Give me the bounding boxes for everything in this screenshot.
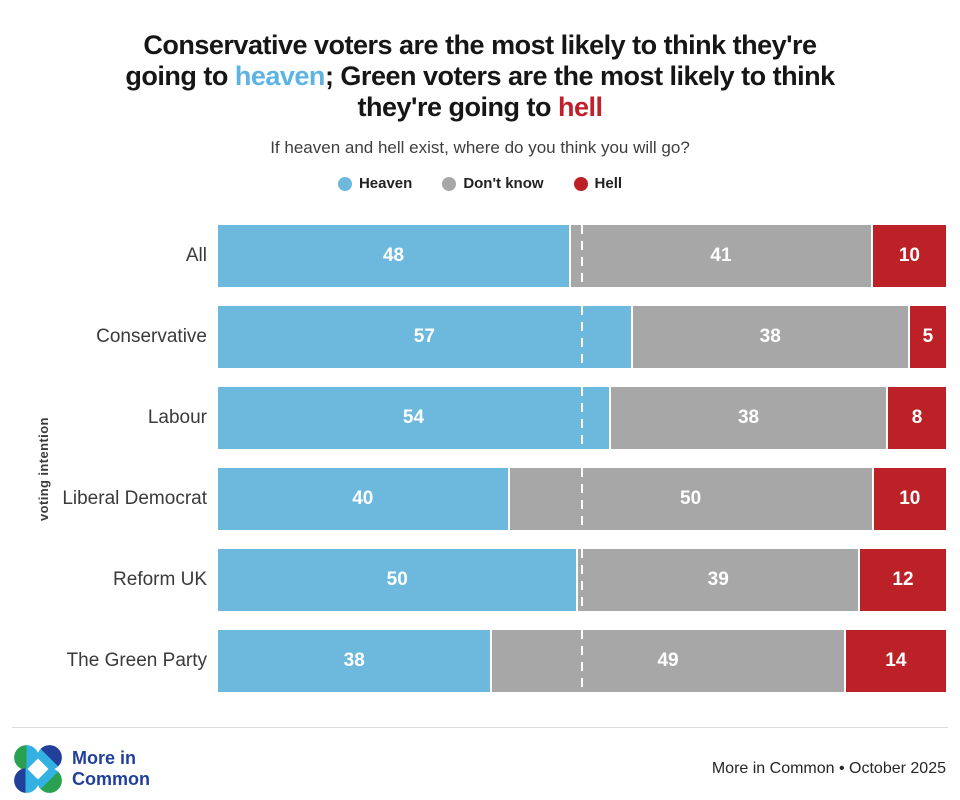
bar-segment-don-t-know: 49 bbox=[492, 630, 844, 692]
bar-segment-heaven: 38 bbox=[218, 630, 491, 692]
chart-row-labour: Labour 54 38 8 bbox=[0, 387, 946, 449]
legend-item-heaven: Heaven bbox=[337, 175, 413, 192]
brand-wordmark: More in Common bbox=[72, 748, 150, 790]
bar-value-label: 10 bbox=[899, 488, 921, 509]
brand: More in Common bbox=[14, 744, 150, 794]
y-axis-label: voting intention bbox=[36, 416, 51, 521]
subtitle: If heaven and hell exist, where do you t… bbox=[270, 138, 690, 157]
bar-segment-heaven: 40 bbox=[218, 468, 508, 530]
bar-segment-don-t-know: 41 bbox=[571, 225, 871, 287]
bar-value-label: 50 bbox=[680, 488, 702, 509]
bar-segment-don-t-know: 50 bbox=[509, 468, 872, 530]
headline-line-1: Conservative voters are the most likely … bbox=[0, 30, 960, 61]
bar-segment-heaven: 54 bbox=[218, 387, 609, 449]
headline-text: going to bbox=[125, 61, 235, 91]
bar-track-all: 48 41 10 bbox=[218, 225, 946, 287]
footer-credit: More in Common • October 2025 bbox=[711, 760, 946, 777]
row-label: Conservative bbox=[96, 326, 207, 347]
bar-segment-hell: 14 bbox=[845, 630, 946, 692]
footer: More in Common More in Common • October … bbox=[12, 727, 948, 800]
bar-value-label: 57 bbox=[413, 326, 435, 347]
chart-row-liberal-democrat: Liberal Democrat 40 50 10 bbox=[0, 468, 946, 530]
reference-line-50pct bbox=[581, 225, 583, 287]
bar-track-conservative: 57 38 5 bbox=[218, 306, 947, 368]
headline-text: ; Green voters are the most likely to th… bbox=[324, 61, 835, 91]
bar-value-label: 5 bbox=[922, 326, 934, 347]
bar-track-labour: 54 38 8 bbox=[218, 387, 946, 449]
bar-track-the-green-party: 38 49 14 bbox=[218, 630, 946, 692]
brand-line-1: More in bbox=[72, 748, 137, 768]
bar-segment-don-t-know: 38 bbox=[610, 387, 887, 449]
row-label: Liberal Democrat bbox=[62, 488, 207, 509]
bar-segment-hell: 8 bbox=[888, 387, 946, 449]
bar-value-label: 54 bbox=[402, 407, 425, 428]
legend-dot-icon bbox=[337, 176, 352, 191]
legend-dot-icon bbox=[442, 176, 457, 191]
legend-item-hell: Hell bbox=[573, 175, 623, 192]
row-label: Labour bbox=[147, 407, 207, 428]
row-label: Reform UK bbox=[113, 569, 207, 590]
legend-label: Don't know bbox=[463, 175, 544, 192]
legend-label: Heaven bbox=[358, 175, 413, 192]
bar-segment-heaven: 50 bbox=[218, 549, 577, 611]
chart-row-conservative: Conservative 57 38 5 bbox=[0, 306, 947, 368]
brand-line-2: Common bbox=[72, 769, 150, 789]
bar-segment-don-t-know: 38 bbox=[632, 306, 908, 368]
bar-track-reform-uk: 50 39 12 bbox=[218, 549, 946, 611]
legend-label: Hell bbox=[594, 175, 623, 192]
chart-row-all: All 48 41 10 bbox=[0, 225, 946, 287]
bar-value-label: 12 bbox=[892, 569, 914, 590]
bar-value-label: 38 bbox=[737, 407, 760, 428]
bar-segment-don-t-know: 39 bbox=[578, 549, 858, 611]
headline-text: heaven bbox=[234, 61, 326, 91]
bar-value-label: 39 bbox=[707, 569, 729, 590]
bar-segment-heaven: 57 bbox=[218, 306, 631, 368]
bar-value-label: 8 bbox=[911, 407, 923, 428]
reference-line-50pct bbox=[581, 306, 583, 368]
headline-text: hell bbox=[557, 92, 603, 122]
more-in-common-logo-icon bbox=[14, 745, 62, 793]
bar-value-label: 40 bbox=[352, 488, 374, 509]
bar-value-label: 41 bbox=[710, 245, 732, 266]
row-label: The Green Party bbox=[66, 650, 207, 671]
chart-row-reform-uk: Reform UK 50 39 12 bbox=[0, 549, 946, 611]
stacked-bar-chart: All 48 41 10 Conservative 57 38 5 Labour 54 38 8 Lib… bbox=[0, 225, 960, 692]
reference-line-50pct bbox=[581, 549, 583, 611]
bar-segment-hell: 12 bbox=[859, 549, 946, 611]
chart-area: voting intention All 48 41 10 Conservative 57… bbox=[0, 225, 960, 692]
bar-value-label: 48 bbox=[382, 245, 405, 266]
reference-line-50pct bbox=[581, 630, 583, 692]
legend-dot-icon bbox=[573, 176, 588, 191]
bar-value-label: 38 bbox=[759, 326, 781, 347]
bar-track-liberal-democrat: 40 50 10 bbox=[218, 468, 946, 530]
bar-value-label: 49 bbox=[657, 650, 679, 671]
bar-segment-hell: 5 bbox=[909, 306, 947, 368]
bar-segment-heaven: 48 bbox=[218, 225, 570, 287]
bar-value-label: 38 bbox=[343, 650, 365, 671]
bar-value-label: 50 bbox=[386, 569, 408, 590]
headline-text: they're going to bbox=[357, 92, 558, 122]
bar-value-label: 10 bbox=[898, 245, 920, 266]
bar-segment-hell: 10 bbox=[873, 468, 946, 530]
reference-line-50pct bbox=[581, 468, 583, 530]
row-label: All bbox=[185, 245, 207, 266]
bar-segment-hell: 10 bbox=[872, 225, 946, 287]
headline-line-3: they're going to hell bbox=[0, 92, 960, 123]
headline-text: Conservative voters are the most likely … bbox=[143, 30, 817, 60]
chart-row-the-green-party: The Green Party 38 49 14 bbox=[0, 630, 946, 692]
reference-line-50pct bbox=[581, 387, 583, 449]
headline-line-2: going to heaven; Green voters are the mo… bbox=[0, 61, 960, 92]
bar-value-label: 14 bbox=[885, 650, 907, 671]
headline: Conservative voters are the most likely … bbox=[0, 0, 960, 123]
legend: Heaven Don't know Hell bbox=[0, 175, 960, 192]
legend-item-don-t-know: Don't know bbox=[442, 175, 544, 192]
